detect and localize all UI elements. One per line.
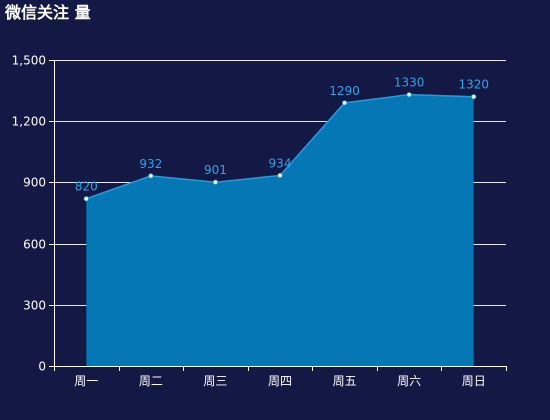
data-point [471,94,477,100]
y-tick-label: 900 [23,176,46,190]
chart-title: 微信关注 量 [5,3,91,22]
y-tick-label: 300 [23,299,46,313]
x-tick-label: 周三 [203,374,227,388]
x-tick-label: 周一 [74,374,98,388]
data-point [83,196,89,202]
data-label: 934 [269,156,292,170]
y-tick-label: 1,500 [12,54,46,68]
data-labels: 820 932 901 934 1290 1330 1320 [75,76,489,202]
data-point [341,100,348,106]
x-tick-label: 周六 [397,374,421,388]
x-tick-label: 周日 [462,374,486,388]
data-label: 1320 [458,78,489,92]
data-label: 1290 [329,84,360,98]
data-point [212,179,219,185]
area-fill [86,94,474,367]
data-point [148,173,154,179]
y-tick-label: 1,200 [12,115,46,129]
data-label: 901 [204,163,227,177]
data-label: 1330 [394,76,425,90]
axes: 0 300 600 900 1,200 1,500 周一 周二 周三 周四 周五 周六 周日 [12,54,507,388]
y-tick-label: 0 [38,360,46,374]
data-point [277,172,283,179]
area-series [86,93,474,367]
y-tick-label: 600 [23,238,46,252]
data-point [406,92,412,98]
x-tick-label: 周五 [333,374,357,388]
data-label: 932 [139,157,162,171]
x-tick-label: 周二 [139,374,163,388]
x-tick-label: 周四 [268,374,292,388]
data-label: 820 [75,180,98,194]
